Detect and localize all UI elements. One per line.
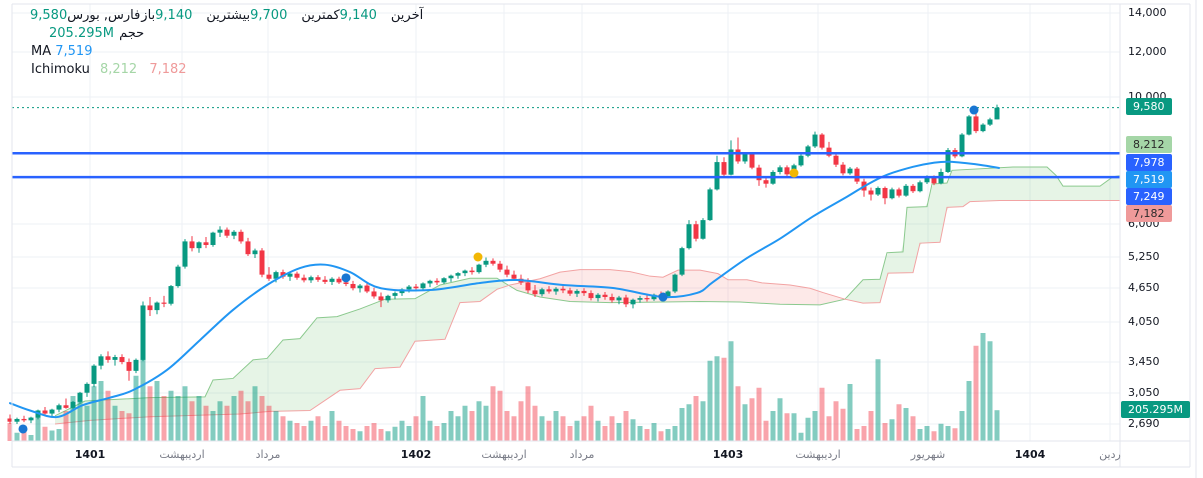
price-tick: 3,450 [1128, 355, 1160, 368]
open-value: 9,140 [155, 8, 193, 23]
time-label: 1403 [712, 448, 744, 461]
time-label: 1402 [400, 448, 432, 461]
price-tick: 2,690 [1128, 417, 1160, 430]
price-badge: 9,580 [1126, 98, 1172, 115]
high-label: بیشترین [206, 8, 251, 23]
ohlc-low: 9,140کمترین [300, 8, 377, 23]
time-label: 1404 [1014, 448, 1046, 461]
volume-row: 205.295M حجم [49, 25, 436, 43]
ohlc-row: 9,580 آخرین9,140کمترین9,700بیشترین9,140با… [30, 7, 436, 25]
ma-row: MA 7,519 [30, 43, 436, 61]
time-label: ردین [1099, 448, 1121, 461]
ichimoku-label: Ichimoku [31, 62, 90, 77]
time-label: مرداد [569, 448, 595, 461]
low-label: کمترین [301, 8, 340, 23]
ichimoku-b-value: 7,182 [149, 62, 187, 77]
time-label: اردیبهشت [795, 448, 841, 461]
time-label: اردیبهشت [481, 448, 527, 461]
price-tick: 14,000 [1128, 6, 1167, 19]
ohlc-last: 9,580 آخرین [30, 8, 423, 23]
time-label: شهریور [910, 448, 946, 461]
ichimoku-row: Ichimoku 8,212 7,182 [30, 61, 436, 79]
chart-legend: 9,580 آخرین9,140کمترین9,700بیشترین9,140با… [30, 7, 436, 79]
ma-value: 7,519 [55, 44, 93, 59]
open-label: باز [141, 8, 156, 23]
last-label: آخرین [390, 8, 424, 23]
symbol-name[interactable]: فارس, بورس [67, 8, 141, 23]
last-value: 9,580 [30, 8, 68, 23]
price-badge: 7,519 [1126, 171, 1172, 188]
price-tick: 12,000 [1128, 45, 1167, 58]
price-badge: 7,978 [1126, 154, 1172, 171]
time-label: 1401 [74, 448, 106, 461]
time-label: اردیبهشت [159, 448, 205, 461]
price-tick: 4,050 [1128, 315, 1160, 328]
time-label: مرداد [255, 448, 281, 461]
price-badge: 7,182 [1126, 205, 1172, 222]
volume-value: 205.295M [49, 26, 114, 41]
ma-label: MA [31, 44, 52, 59]
volume-label: حجم [119, 26, 145, 41]
price-tick: 5,250 [1128, 250, 1160, 263]
price-badge: 205.295M [1121, 401, 1190, 418]
price-badge: 7,249 [1126, 188, 1172, 205]
ichimoku-a-value: 8,212 [99, 62, 138, 77]
high-value: 9,700 [250, 8, 288, 23]
price-tick: 4,650 [1128, 281, 1160, 294]
low-value: 9,140 [339, 8, 377, 23]
ohlc-high: 9,700بیشترین [205, 8, 287, 23]
ohlc-open: 9,140باز [140, 8, 192, 23]
price-tick: 3,050 [1128, 386, 1160, 399]
price-badge: 8,212 [1126, 136, 1172, 153]
